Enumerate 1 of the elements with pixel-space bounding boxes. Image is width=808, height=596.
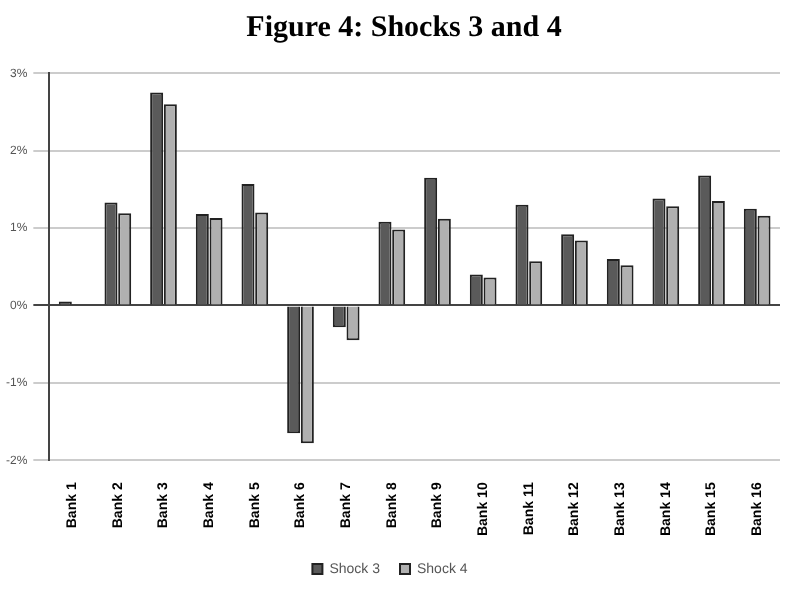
chart-title: Figure 4: Shocks 3 and 4 [244,10,564,48]
